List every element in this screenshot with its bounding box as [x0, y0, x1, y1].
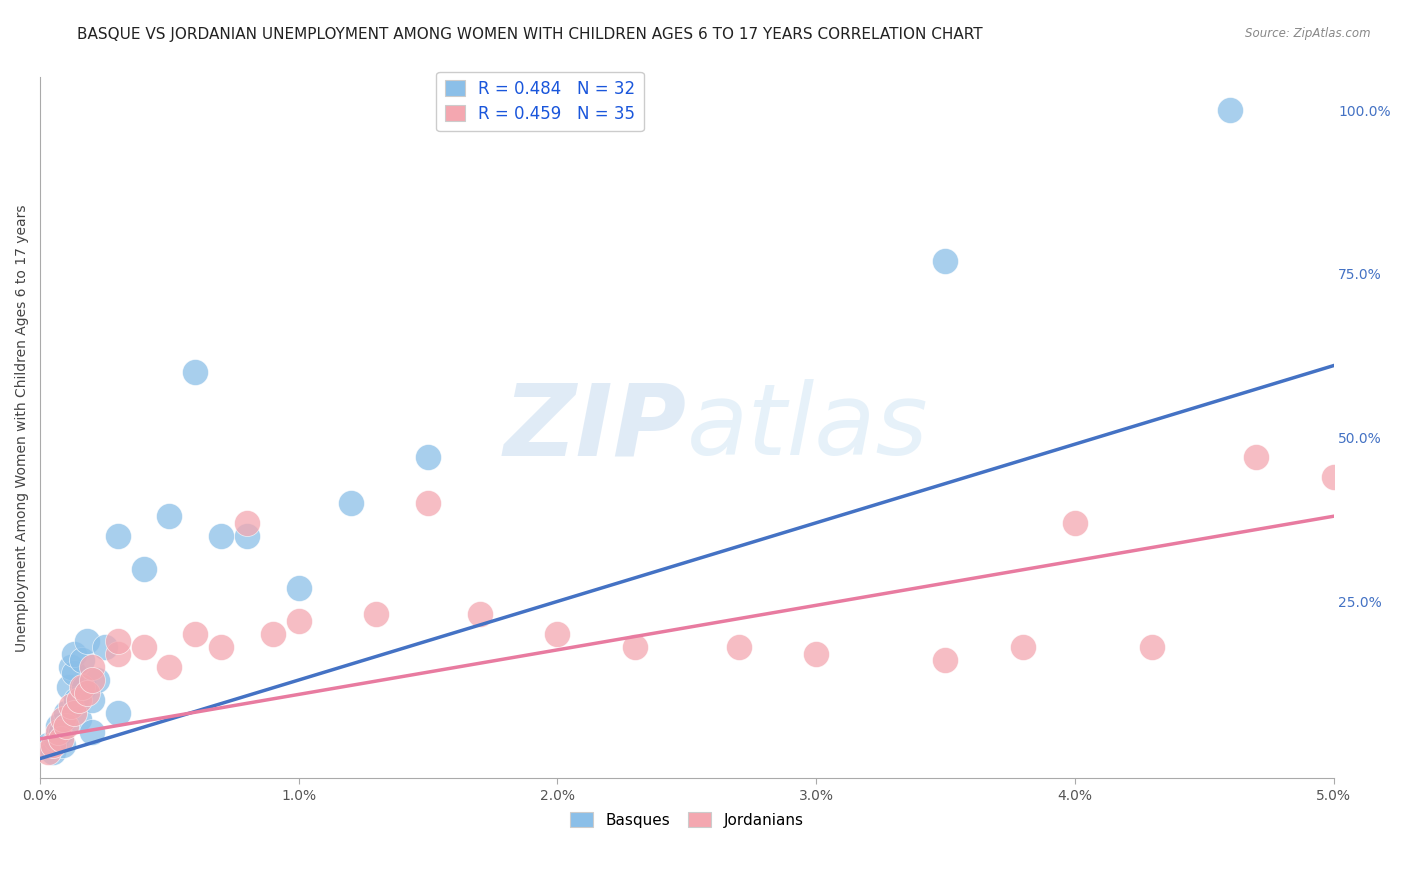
Point	[339, 496, 361, 510]
Point	[546, 627, 568, 641]
Point	[132, 561, 155, 575]
Point	[62, 666, 84, 681]
Point	[49, 725, 72, 739]
Y-axis label: Unemployment Among Women with Children Ages 6 to 17 years: Unemployment Among Women with Children A…	[15, 204, 30, 651]
Point	[70, 653, 93, 667]
Point	[58, 680, 80, 694]
Point	[107, 633, 129, 648]
Point	[67, 692, 90, 706]
Point	[73, 680, 96, 694]
Point	[184, 365, 207, 379]
Point	[46, 719, 69, 733]
Point	[366, 607, 388, 622]
Point	[67, 712, 90, 726]
Point	[1063, 516, 1085, 530]
Point	[209, 640, 232, 655]
Point	[60, 660, 83, 674]
Point	[132, 640, 155, 655]
Point	[49, 731, 72, 746]
Point	[42, 745, 65, 759]
Text: BASQUE VS JORDANIAN UNEMPLOYMENT AMONG WOMEN WITH CHILDREN AGES 6 TO 17 YEARS CO: BASQUE VS JORDANIAN UNEMPLOYMENT AMONG W…	[77, 27, 983, 42]
Point	[76, 633, 98, 648]
Point	[107, 706, 129, 720]
Point	[804, 647, 827, 661]
Point	[288, 582, 311, 596]
Point	[262, 627, 284, 641]
Point	[107, 529, 129, 543]
Text: Source: ZipAtlas.com: Source: ZipAtlas.com	[1246, 27, 1371, 40]
Text: atlas: atlas	[686, 379, 928, 476]
Legend: Basques, Jordanians: Basques, Jordanians	[564, 805, 810, 834]
Point	[468, 607, 491, 622]
Point	[70, 680, 93, 694]
Point	[288, 614, 311, 628]
Point	[42, 739, 65, 753]
Point	[418, 450, 440, 465]
Point	[62, 647, 84, 661]
Point	[159, 660, 181, 674]
Point	[107, 647, 129, 661]
Point	[159, 509, 181, 524]
Point	[1219, 103, 1241, 118]
Point	[45, 731, 67, 746]
Point	[65, 692, 87, 706]
Point	[94, 640, 117, 655]
Text: ZIP: ZIP	[503, 379, 686, 476]
Point	[1322, 470, 1344, 484]
Point	[209, 529, 232, 543]
Point	[1244, 450, 1267, 465]
Point	[80, 660, 103, 674]
Point	[934, 653, 956, 667]
Point	[37, 745, 59, 759]
Point	[80, 673, 103, 687]
Point	[1012, 640, 1035, 655]
Point	[55, 706, 77, 720]
Point	[46, 725, 69, 739]
Point	[1142, 640, 1164, 655]
Point	[934, 253, 956, 268]
Point	[727, 640, 749, 655]
Point	[236, 529, 259, 543]
Point	[184, 627, 207, 641]
Point	[80, 725, 103, 739]
Point	[37, 739, 59, 753]
Point	[55, 719, 77, 733]
Point	[80, 692, 103, 706]
Point	[52, 739, 75, 753]
Point	[52, 712, 75, 726]
Point	[86, 673, 108, 687]
Point	[418, 496, 440, 510]
Point	[624, 640, 647, 655]
Point	[62, 706, 84, 720]
Point	[60, 699, 83, 714]
Point	[76, 686, 98, 700]
Point	[236, 516, 259, 530]
